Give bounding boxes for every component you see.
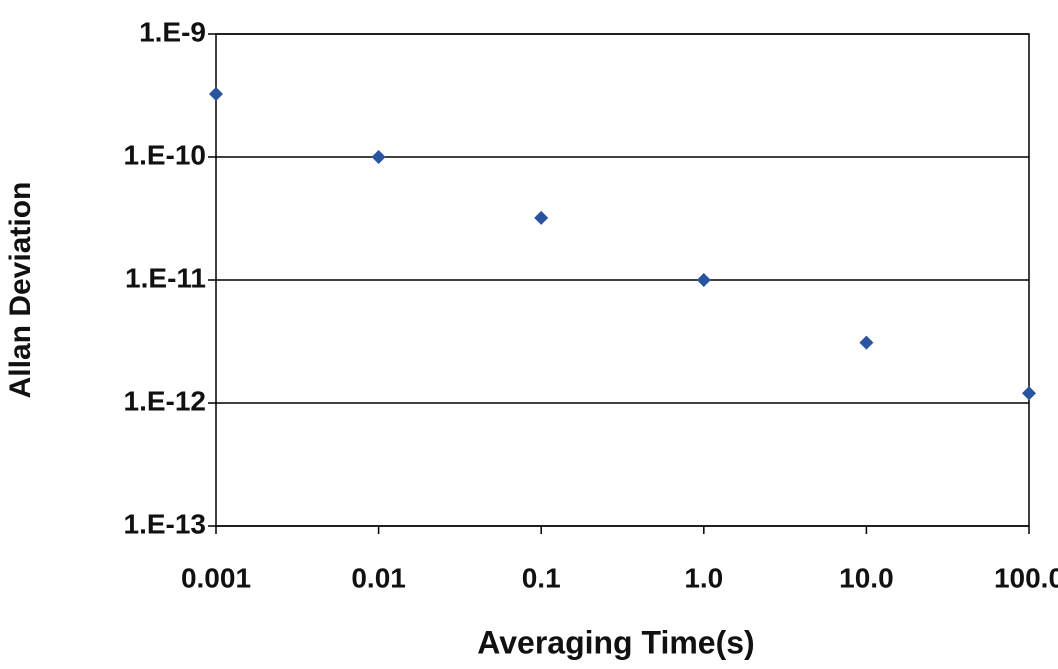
data-point — [859, 335, 874, 350]
x-tick-label: 1.0 — [684, 562, 723, 593]
data-point — [696, 273, 711, 287]
y-tick-label: 1.E-9 — [139, 16, 206, 47]
x-tick-label: 10.0 — [839, 562, 894, 593]
y-axis-title: Allan Deviation — [4, 182, 37, 399]
y-tick-label: 1.E-13 — [124, 508, 207, 539]
data-point — [1022, 386, 1036, 401]
data-point — [534, 210, 549, 225]
y-tick-label: 1.E-11 — [125, 262, 206, 293]
data-point — [209, 87, 223, 102]
y-tick-label: 1.E-10 — [124, 139, 207, 170]
x-tick-label: 0.001 — [181, 562, 251, 593]
y-tick-label: 1.E-12 — [124, 385, 207, 416]
data-point — [371, 150, 386, 164]
x-axis-title: Averaging Time(s) — [477, 624, 754, 660]
x-tick-label: 0.01 — [351, 562, 406, 593]
x-tick-label: 100.0 — [994, 562, 1058, 593]
x-tick-label: 0.1 — [522, 562, 561, 593]
